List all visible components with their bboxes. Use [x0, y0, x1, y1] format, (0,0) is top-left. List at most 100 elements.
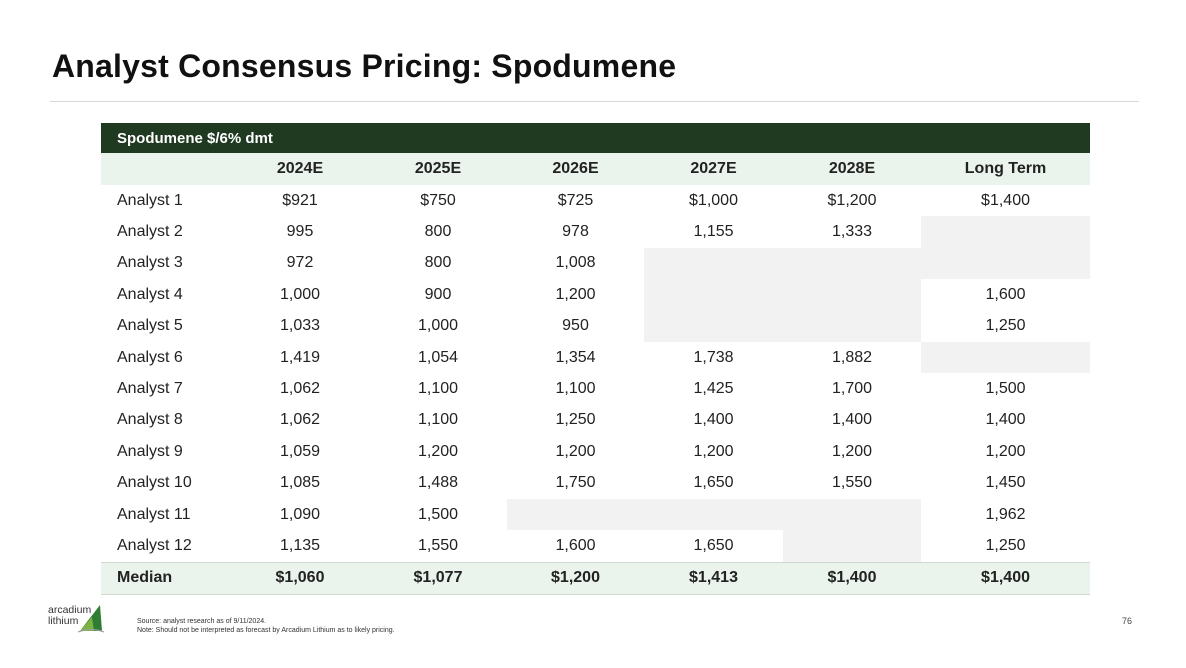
row-label: Analyst 5 — [117, 317, 183, 335]
price-cell: $1,200 — [827, 191, 877, 209]
row-label: Analyst 12 — [117, 536, 192, 554]
price-cell: $725 — [557, 191, 594, 209]
median-cell: $1,200 — [507, 561, 644, 595]
price-cell: 1,008 — [555, 254, 596, 272]
price-cell: 1,155 — [693, 223, 734, 241]
price-cell: 1,054 — [417, 348, 459, 366]
price-cell: $1,000 — [689, 191, 738, 209]
price-cell: 1,000 — [417, 317, 459, 335]
empty-cell — [644, 247, 783, 280]
price-cell: 1,333 — [831, 223, 873, 241]
empty-cell — [644, 279, 783, 311]
empty-cell — [921, 341, 1091, 374]
column-header-blank — [101, 153, 231, 185]
price-cell: 1,200 — [555, 285, 596, 303]
price-cell: $921 — [282, 191, 318, 209]
price-cell: 1,100 — [417, 380, 459, 398]
price-cell: 1,500 — [985, 380, 1026, 398]
price-cell: 1,700 — [831, 380, 873, 398]
price-cell: 1,450 — [985, 474, 1026, 492]
table-row: Analyst 9 1,059 1,200 1,200 1,200 1,200 1,200 — [101, 436, 1090, 467]
price-cell: 1,400 — [693, 411, 734, 429]
price-cell: 1,200 — [831, 442, 873, 460]
price-cell: 1,400 — [985, 411, 1026, 429]
empty-cell — [644, 498, 783, 531]
price-cell: 1,650 — [693, 536, 734, 554]
price-cell: 1,000 — [279, 285, 321, 303]
table-row: Analyst 4 1,000 900 1,200 1,600 — [101, 279, 1090, 311]
price-cell: 1,250 — [555, 411, 596, 429]
price-cell: 900 — [424, 285, 452, 303]
price-cell: 1,090 — [279, 505, 321, 523]
footnotes: Source: analyst research as of 9/11/2024… — [137, 617, 395, 635]
price-cell: 1,062 — [279, 380, 321, 398]
price-cell: 1,738 — [693, 348, 734, 366]
price-cell: 1,750 — [555, 474, 596, 492]
median-cell: $1,077 — [369, 561, 507, 595]
mountain-logo-icon — [78, 605, 104, 633]
column-header: 2024E — [231, 153, 369, 185]
price-cell: 1,400 — [831, 411, 873, 429]
disclaimer-note: Note: Should not be interpreted as forec… — [137, 627, 395, 634]
column-header: 2026E — [507, 153, 644, 185]
price-cell: 1,100 — [417, 411, 459, 429]
price-cell: 1,200 — [555, 442, 596, 460]
price-cell: 1,200 — [985, 442, 1026, 460]
table-row: Analyst 6 1,419 1,054 1,354 1,738 1,882 — [101, 341, 1091, 374]
column-header: 2027E — [644, 153, 783, 185]
column-header-row: 2024E 2025E 2026E 2027E 2028E Long Term — [101, 153, 1091, 185]
price-cell: 1,200 — [417, 442, 459, 460]
price-cell: 1,550 — [417, 536, 459, 554]
logo-text-line2: lithium — [48, 615, 79, 627]
table-row: Analyst 10 1,085 1,488 1,750 1,650 1,550 1,450 — [101, 468, 1090, 499]
logo-text-line1: arcadium — [48, 604, 92, 616]
table-caption-row: Spodumene $/6% dmt — [101, 123, 1091, 153]
price-cell: 995 — [286, 223, 314, 241]
median-cell: $1,060 — [231, 561, 369, 595]
column-header: 2028E — [783, 153, 921, 185]
row-label: Analyst 9 — [117, 442, 183, 460]
source-note: Source: analyst research as of 9/11/2024… — [137, 618, 267, 625]
price-cell: 1,419 — [279, 348, 321, 366]
price-cell: 1,250 — [985, 317, 1026, 335]
price-cell: 1,062 — [279, 411, 321, 429]
price-cell: 972 — [286, 254, 314, 272]
price-cell: 1,600 — [555, 536, 596, 554]
price-cell: 1,354 — [555, 348, 596, 366]
table-caption: Spodumene $/6% dmt — [101, 123, 1091, 153]
price-cell: 1,650 — [693, 474, 734, 492]
empty-cell — [783, 247, 921, 280]
empty-cell — [507, 498, 644, 531]
table-row: Analyst 5 1,033 1,000 950 1,250 — [101, 310, 1090, 342]
price-cell: 1,488 — [417, 474, 459, 492]
row-label: Analyst 3 — [117, 254, 183, 272]
price-cell: 1,100 — [555, 380, 596, 398]
row-label: Analyst 7 — [117, 380, 183, 398]
empty-cell — [783, 310, 921, 342]
median-cell: $1,400 — [921, 561, 1091, 595]
row-label: Analyst 8 — [117, 411, 183, 429]
price-cell: 1,085 — [279, 474, 321, 492]
price-cell: $750 — [420, 191, 456, 209]
table-row: Analyst 11 1,090 1,500 1,962 — [101, 498, 1090, 531]
row-label: Analyst 10 — [117, 474, 192, 492]
price-cell: 1,250 — [985, 536, 1026, 554]
price-cell: 1,033 — [279, 317, 321, 335]
page-number: 76 — [1122, 616, 1133, 626]
price-cell: 1,200 — [693, 442, 734, 460]
empty-cell — [644, 310, 783, 342]
price-cell: $1,400 — [981, 191, 1030, 209]
price-cell: 1,882 — [831, 348, 873, 366]
table-row: Analyst 7 1,062 1,100 1,100 1,425 1,700 1,500 — [101, 373, 1090, 404]
price-cell: 1,059 — [279, 442, 321, 460]
title-divider — [50, 101, 1139, 102]
median-cell: $1,400 — [783, 561, 921, 595]
price-cell: 978 — [562, 223, 589, 241]
row-label: Analyst 4 — [117, 285, 183, 303]
empty-cell — [783, 279, 921, 311]
table-row: Analyst 2 995 800 978 1,155 1,333 — [101, 216, 1091, 248]
price-cell: 800 — [424, 254, 452, 272]
median-row: Median $1,060 $1,077 $1,200 $1,413 $1,400 $1,4… — [101, 561, 1091, 595]
table-row: Analyst 8 1,062 1,100 1,250 1,400 1,400 1,400 — [101, 405, 1090, 436]
median-label: Median — [101, 561, 231, 595]
